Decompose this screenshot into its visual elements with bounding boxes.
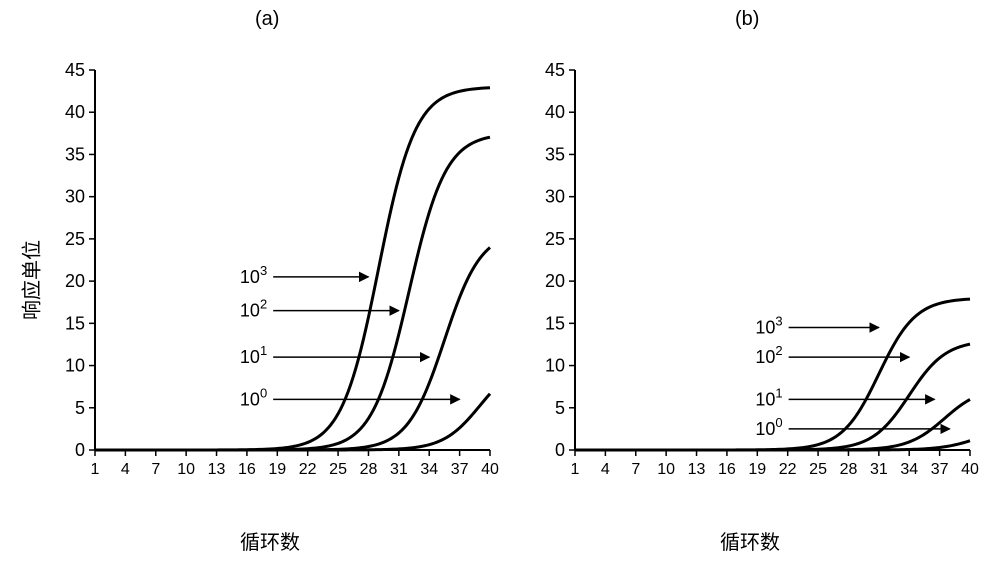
svg-text:0: 0 xyxy=(75,440,85,460)
svg-text:35: 35 xyxy=(545,144,565,164)
svg-text:15: 15 xyxy=(545,313,565,333)
figure-container: { "panel_a": { "label": "(a)", "label_x"… xyxy=(0,0,1000,571)
chart-b: 循环数 051015202530354045147101316192225283… xyxy=(520,55,980,505)
svg-text:10: 10 xyxy=(657,461,675,478)
svg-text:16: 16 xyxy=(718,461,736,478)
svg-text:101: 101 xyxy=(755,385,782,409)
x-axis-title-b: 循环数 xyxy=(720,526,780,555)
svg-text:100: 100 xyxy=(240,385,267,409)
svg-text:31: 31 xyxy=(390,461,408,478)
svg-text:31: 31 xyxy=(870,461,888,478)
svg-text:25: 25 xyxy=(545,229,565,249)
svg-text:25: 25 xyxy=(65,229,85,249)
svg-text:102: 102 xyxy=(755,343,782,367)
panel-b-label: (b) xyxy=(735,8,759,31)
svg-text:13: 13 xyxy=(208,461,226,478)
svg-text:0: 0 xyxy=(555,440,565,460)
svg-text:103: 103 xyxy=(240,263,267,287)
svg-text:5: 5 xyxy=(555,398,565,418)
svg-text:13: 13 xyxy=(688,461,706,478)
svg-text:19: 19 xyxy=(268,461,286,478)
svg-text:28: 28 xyxy=(840,461,858,478)
svg-text:20: 20 xyxy=(65,271,85,291)
svg-text:100: 100 xyxy=(755,415,782,439)
x-axis-title-a: 循环数 xyxy=(240,526,300,555)
svg-text:45: 45 xyxy=(545,60,565,80)
svg-text:34: 34 xyxy=(900,461,918,478)
svg-text:37: 37 xyxy=(451,461,469,478)
svg-text:37: 37 xyxy=(931,461,949,478)
svg-text:7: 7 xyxy=(631,461,640,478)
svg-text:1: 1 xyxy=(571,461,580,478)
svg-text:4: 4 xyxy=(601,461,610,478)
svg-text:101: 101 xyxy=(240,343,267,367)
svg-text:22: 22 xyxy=(299,461,317,478)
chart-a-svg: 0 5 10 15 20 25 30 35 40 45 1 4 7 10 13 16 19 22 25 28 31 34 3… xyxy=(40,55,500,505)
svg-text:103: 103 xyxy=(755,314,782,338)
svg-text:5: 5 xyxy=(75,398,85,418)
svg-text:35: 35 xyxy=(65,144,85,164)
svg-text:25: 25 xyxy=(329,461,347,478)
svg-text:40: 40 xyxy=(961,461,979,478)
svg-text:30: 30 xyxy=(545,187,565,207)
svg-text:40: 40 xyxy=(481,461,499,478)
svg-text:22: 22 xyxy=(779,461,797,478)
svg-text:10: 10 xyxy=(177,461,195,478)
svg-text:25: 25 xyxy=(809,461,827,478)
svg-text:7: 7 xyxy=(151,461,160,478)
svg-text:15: 15 xyxy=(65,313,85,333)
svg-text:40: 40 xyxy=(545,102,565,122)
svg-text:4: 4 xyxy=(121,461,130,478)
chart-a: 响应单位 循环数 0510152025303540451471013161922… xyxy=(40,55,500,505)
chart-b-svg: 0 5 10 15 20 25 30 35 40 45 1 4 7 10 13 16 19 22 25 28 31 34 3… xyxy=(520,55,980,505)
svg-text:30: 30 xyxy=(65,187,85,207)
svg-text:40: 40 xyxy=(65,102,85,122)
svg-text:16: 16 xyxy=(238,461,256,478)
svg-text:10: 10 xyxy=(545,356,565,376)
svg-text:19: 19 xyxy=(748,461,766,478)
svg-text:34: 34 xyxy=(420,461,438,478)
svg-text:28: 28 xyxy=(360,461,378,478)
svg-text:1: 1 xyxy=(91,461,100,478)
svg-text:102: 102 xyxy=(240,297,267,321)
svg-text:10: 10 xyxy=(65,356,85,376)
panel-a-label: (a) xyxy=(255,8,279,31)
svg-text:20: 20 xyxy=(545,271,565,291)
svg-text:45: 45 xyxy=(65,60,85,80)
y-axis-title-a: 响应单位 xyxy=(16,240,45,320)
